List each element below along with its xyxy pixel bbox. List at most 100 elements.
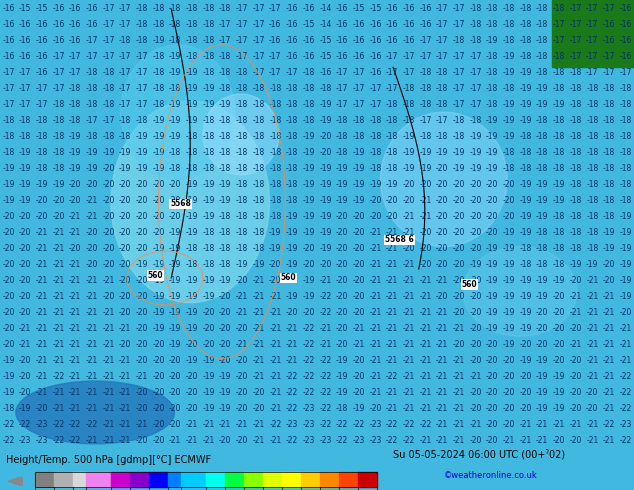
Text: -18: -18 <box>436 84 448 93</box>
Text: -20: -20 <box>403 244 415 253</box>
Text: -19: -19 <box>152 276 165 285</box>
Text: -20: -20 <box>269 260 281 269</box>
Text: -20: -20 <box>469 388 482 397</box>
Text: -18: -18 <box>369 116 382 124</box>
Text: -23: -23 <box>619 420 632 429</box>
Text: -18: -18 <box>536 116 548 124</box>
Text: -21: -21 <box>603 340 615 349</box>
Text: -19: -19 <box>536 276 548 285</box>
Text: -22: -22 <box>619 372 632 381</box>
Text: -21: -21 <box>52 356 65 365</box>
Text: -20: -20 <box>436 260 448 269</box>
Text: -20: -20 <box>619 308 632 317</box>
Text: -19: -19 <box>186 356 198 365</box>
Text: -20: -20 <box>236 388 248 397</box>
Text: -21: -21 <box>36 244 48 253</box>
Text: -21: -21 <box>269 356 281 365</box>
Text: -18: -18 <box>619 99 632 109</box>
Text: -18: -18 <box>252 132 265 141</box>
Text: -18: -18 <box>569 132 582 141</box>
Text: -19: -19 <box>202 84 215 93</box>
Text: -21: -21 <box>52 228 65 237</box>
Text: -19: -19 <box>403 147 415 157</box>
Text: -20: -20 <box>353 308 365 317</box>
Text: -21: -21 <box>403 228 415 237</box>
Text: -18: -18 <box>553 147 565 157</box>
Text: -21: -21 <box>403 292 415 301</box>
Text: -19: -19 <box>503 340 515 349</box>
Text: -18: -18 <box>569 116 582 124</box>
Text: -18: -18 <box>236 212 248 220</box>
Text: -19: -19 <box>336 164 348 172</box>
Text: -20: -20 <box>302 308 315 317</box>
Text: -18: -18 <box>553 84 565 93</box>
Text: -20: -20 <box>119 292 131 301</box>
Text: -18: -18 <box>553 132 565 141</box>
Text: -20: -20 <box>136 212 148 220</box>
Text: -16: -16 <box>52 20 65 28</box>
Text: -16: -16 <box>19 36 31 45</box>
Text: -21: -21 <box>52 308 65 317</box>
Text: -21: -21 <box>603 388 615 397</box>
Text: -19: -19 <box>186 308 198 317</box>
Text: -19: -19 <box>302 164 315 172</box>
Text: -19: -19 <box>169 324 181 333</box>
Text: -18: -18 <box>152 3 165 13</box>
Text: -19: -19 <box>603 244 615 253</box>
Text: -17: -17 <box>353 99 365 109</box>
Text: -20: -20 <box>603 260 615 269</box>
Text: -21: -21 <box>519 420 532 429</box>
Text: -21: -21 <box>69 404 81 413</box>
Text: -21: -21 <box>119 324 131 333</box>
Text: -21: -21 <box>403 404 415 413</box>
FancyArrow shape <box>8 477 22 485</box>
Text: -16: -16 <box>69 20 81 28</box>
Text: -22: -22 <box>52 436 65 445</box>
Text: -21: -21 <box>269 324 281 333</box>
Text: -19: -19 <box>152 324 165 333</box>
Text: -20: -20 <box>19 292 31 301</box>
Text: -19: -19 <box>219 180 231 189</box>
Text: -18: -18 <box>603 212 615 220</box>
Text: -17: -17 <box>2 84 15 93</box>
Text: -20: -20 <box>236 356 248 365</box>
Text: -17: -17 <box>69 51 81 61</box>
Text: -23: -23 <box>302 436 315 445</box>
Text: -21: -21 <box>619 356 632 365</box>
Text: -19: -19 <box>169 260 181 269</box>
Text: -22: -22 <box>319 372 332 381</box>
Text: -20: -20 <box>553 308 565 317</box>
Text: -19: -19 <box>269 244 281 253</box>
Text: -21: -21 <box>236 292 248 301</box>
Text: -18: -18 <box>19 132 31 141</box>
Text: -18: -18 <box>252 228 265 237</box>
Text: -18: -18 <box>152 51 165 61</box>
Text: -17: -17 <box>119 51 131 61</box>
Text: -21: -21 <box>36 308 48 317</box>
Text: -21: -21 <box>369 244 382 253</box>
Text: -19: -19 <box>202 372 215 381</box>
Text: -20: -20 <box>569 276 582 285</box>
Text: -23: -23 <box>353 436 365 445</box>
Text: -19: -19 <box>519 99 532 109</box>
Text: -19: -19 <box>519 212 532 220</box>
Text: -16: -16 <box>619 3 632 13</box>
Text: -17: -17 <box>102 20 115 28</box>
Text: -20: -20 <box>119 308 131 317</box>
Text: -21: -21 <box>269 292 281 301</box>
Text: -18: -18 <box>202 260 215 269</box>
Text: -18: -18 <box>503 84 515 93</box>
Text: -17: -17 <box>369 84 382 93</box>
Text: -17: -17 <box>19 99 31 109</box>
Text: -19: -19 <box>186 116 198 124</box>
Text: -20: -20 <box>353 292 365 301</box>
Text: -20: -20 <box>469 212 482 220</box>
Text: -17: -17 <box>36 84 48 93</box>
Text: -17: -17 <box>2 99 15 109</box>
Text: -19: -19 <box>536 404 548 413</box>
Text: -18: -18 <box>52 164 65 172</box>
Text: -18: -18 <box>52 99 65 109</box>
Text: -19: -19 <box>319 196 332 205</box>
Text: -20: -20 <box>169 212 181 220</box>
Text: -21: -21 <box>36 388 48 397</box>
